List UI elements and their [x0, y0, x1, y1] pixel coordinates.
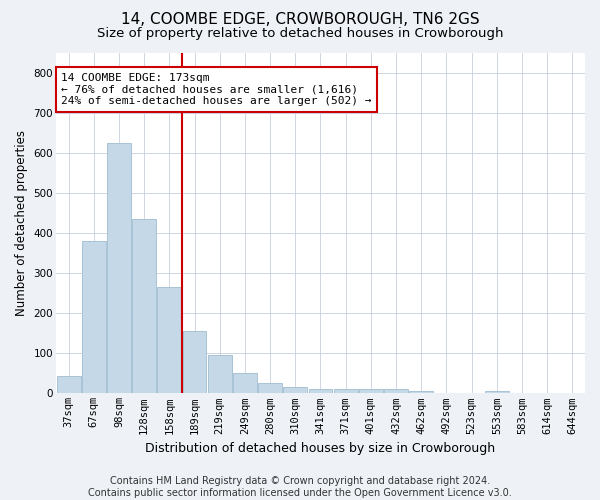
Bar	[56, 376, 80, 394]
Bar	[359, 390, 383, 394]
Bar	[82, 241, 106, 394]
Text: 14, COOMBE EDGE, CROWBOROUGH, TN6 2GS: 14, COOMBE EDGE, CROWBOROUGH, TN6 2GS	[121, 12, 479, 28]
Bar	[283, 388, 307, 394]
Text: 14 COOMBE EDGE: 173sqm
← 76% of detached houses are smaller (1,616)
24% of semi-: 14 COOMBE EDGE: 173sqm ← 76% of detached…	[61, 73, 372, 106]
Bar	[157, 287, 181, 394]
Bar	[107, 142, 131, 394]
Bar	[334, 390, 358, 394]
X-axis label: Distribution of detached houses by size in Crowborough: Distribution of detached houses by size …	[145, 442, 496, 455]
Bar	[308, 390, 332, 394]
Bar	[208, 356, 232, 394]
Bar	[233, 374, 257, 394]
Bar	[384, 390, 408, 394]
Bar	[132, 219, 156, 394]
Bar	[182, 331, 206, 394]
Bar	[258, 382, 282, 394]
Text: Size of property relative to detached houses in Crowborough: Size of property relative to detached ho…	[97, 28, 503, 40]
Bar	[409, 392, 433, 394]
Text: Contains HM Land Registry data © Crown copyright and database right 2024.
Contai: Contains HM Land Registry data © Crown c…	[88, 476, 512, 498]
Y-axis label: Number of detached properties: Number of detached properties	[15, 130, 28, 316]
Bar	[485, 390, 509, 394]
